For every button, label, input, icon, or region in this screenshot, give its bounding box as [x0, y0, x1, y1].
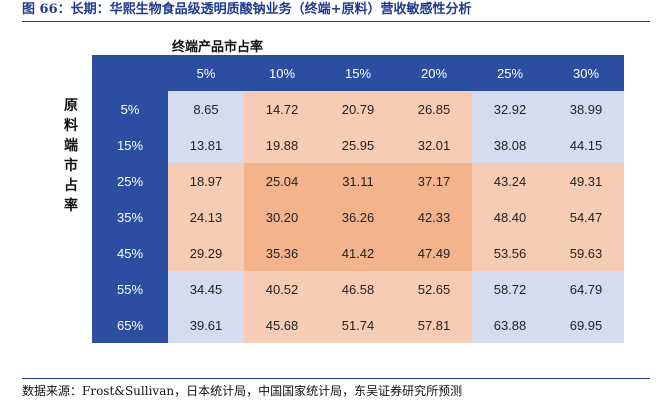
table-cell: 45.68 [244, 307, 320, 343]
table-cell: 31.11 [320, 163, 396, 199]
sensitivity-table: 5% 10% 15% 20% 25% 30% 5% 8.65 14.72 20.… [92, 55, 624, 343]
table-cell: 30.20 [244, 199, 320, 235]
row-header: 35% [92, 199, 168, 235]
table-cell: 32.01 [396, 127, 472, 163]
table-cell: 51.74 [320, 307, 396, 343]
row-axis-char: 市 [64, 158, 78, 174]
table-cell: 43.24 [472, 163, 548, 199]
table-cell: 34.45 [168, 271, 244, 307]
row-header: 45% [92, 235, 168, 271]
table-cell: 47.49 [396, 235, 472, 271]
column-axis-label: 终端产品市占率 [172, 40, 264, 55]
table-cell: 8.65 [168, 91, 244, 127]
table-cell: 40.52 [244, 271, 320, 307]
table-cell: 32.92 [472, 91, 548, 127]
column-header: 20% [396, 55, 472, 91]
table-cell: 41.42 [320, 235, 396, 271]
source-rule [22, 378, 650, 379]
table-cell: 44.15 [548, 127, 624, 163]
table-cell: 24.13 [168, 199, 244, 235]
row-axis-label: 原 料 端 市 占 率 [62, 96, 80, 216]
table-cell: 54.47 [548, 199, 624, 235]
table-cell: 52.65 [396, 271, 472, 307]
table-row: 45% 29.29 35.36 41.42 47.49 53.56 59.63 [92, 235, 624, 271]
table-cell: 53.56 [472, 235, 548, 271]
column-header: 25% [472, 55, 548, 91]
table-cell: 19.88 [244, 127, 320, 163]
table-cell: 58.72 [472, 271, 548, 307]
table-cell: 18.97 [168, 163, 244, 199]
row-axis-char: 原 [64, 98, 78, 114]
table-cell: 29.29 [168, 235, 244, 271]
table-cell: 48.40 [472, 199, 548, 235]
row-axis-char: 端 [64, 138, 78, 154]
figure-title: 图 66：长期：华熙生物食品级透明质酸钠业务（终端+原料）营收敏感性分析 [22, 2, 472, 17]
row-header: 55% [92, 271, 168, 307]
table-cell: 39.61 [168, 307, 244, 343]
table-row: 15% 13.81 19.88 25.95 32.01 38.08 44.15 [92, 127, 624, 163]
table-cell: 36.26 [320, 199, 396, 235]
table-cell: 64.79 [548, 271, 624, 307]
table-corner [92, 55, 168, 91]
table-cell: 37.17 [396, 163, 472, 199]
row-header: 15% [92, 127, 168, 163]
header-row: 5% 10% 15% 20% 25% 30% [92, 55, 624, 91]
table-cell: 25.95 [320, 127, 396, 163]
column-header: 5% [168, 55, 244, 91]
row-axis-char: 占 [64, 178, 78, 194]
row-header: 25% [92, 163, 168, 199]
table-cell: 14.72 [244, 91, 320, 127]
table-row: 55% 34.45 40.52 46.58 52.65 58.72 64.79 [92, 271, 624, 307]
table-row: 5% 8.65 14.72 20.79 26.85 32.92 38.99 [92, 91, 624, 127]
source-note: 数据来源：Frost&Sullivan，日本统计局，中国国家统计局，东吴证券研究… [22, 384, 463, 398]
table-cell: 69.95 [548, 307, 624, 343]
table-cell: 42.33 [396, 199, 472, 235]
table-row: 25% 18.97 25.04 31.11 37.17 43.24 49.31 [92, 163, 624, 199]
table-cell: 49.31 [548, 163, 624, 199]
table-cell: 35.36 [244, 235, 320, 271]
table-cell: 57.81 [396, 307, 472, 343]
table-row: 35% 24.13 30.20 36.26 42.33 48.40 54.47 [92, 199, 624, 235]
column-header: 15% [320, 55, 396, 91]
row-header: 5% [92, 91, 168, 127]
table-cell: 63.88 [472, 307, 548, 343]
column-header: 10% [244, 55, 320, 91]
table-cell: 46.58 [320, 271, 396, 307]
row-axis-char: 率 [64, 198, 78, 214]
table-cell: 20.79 [320, 91, 396, 127]
table-cell: 59.63 [548, 235, 624, 271]
column-header: 30% [548, 55, 624, 91]
title-rule [22, 21, 650, 22]
table-cell: 38.08 [472, 127, 548, 163]
row-axis-char: 料 [64, 118, 78, 134]
table-cell: 25.04 [244, 163, 320, 199]
table-row: 65% 39.61 45.68 51.74 57.81 63.88 69.95 [92, 307, 624, 343]
table-cell: 13.81 [168, 127, 244, 163]
row-header: 65% [92, 307, 168, 343]
table-cell: 26.85 [396, 91, 472, 127]
table-cell: 38.99 [548, 91, 624, 127]
